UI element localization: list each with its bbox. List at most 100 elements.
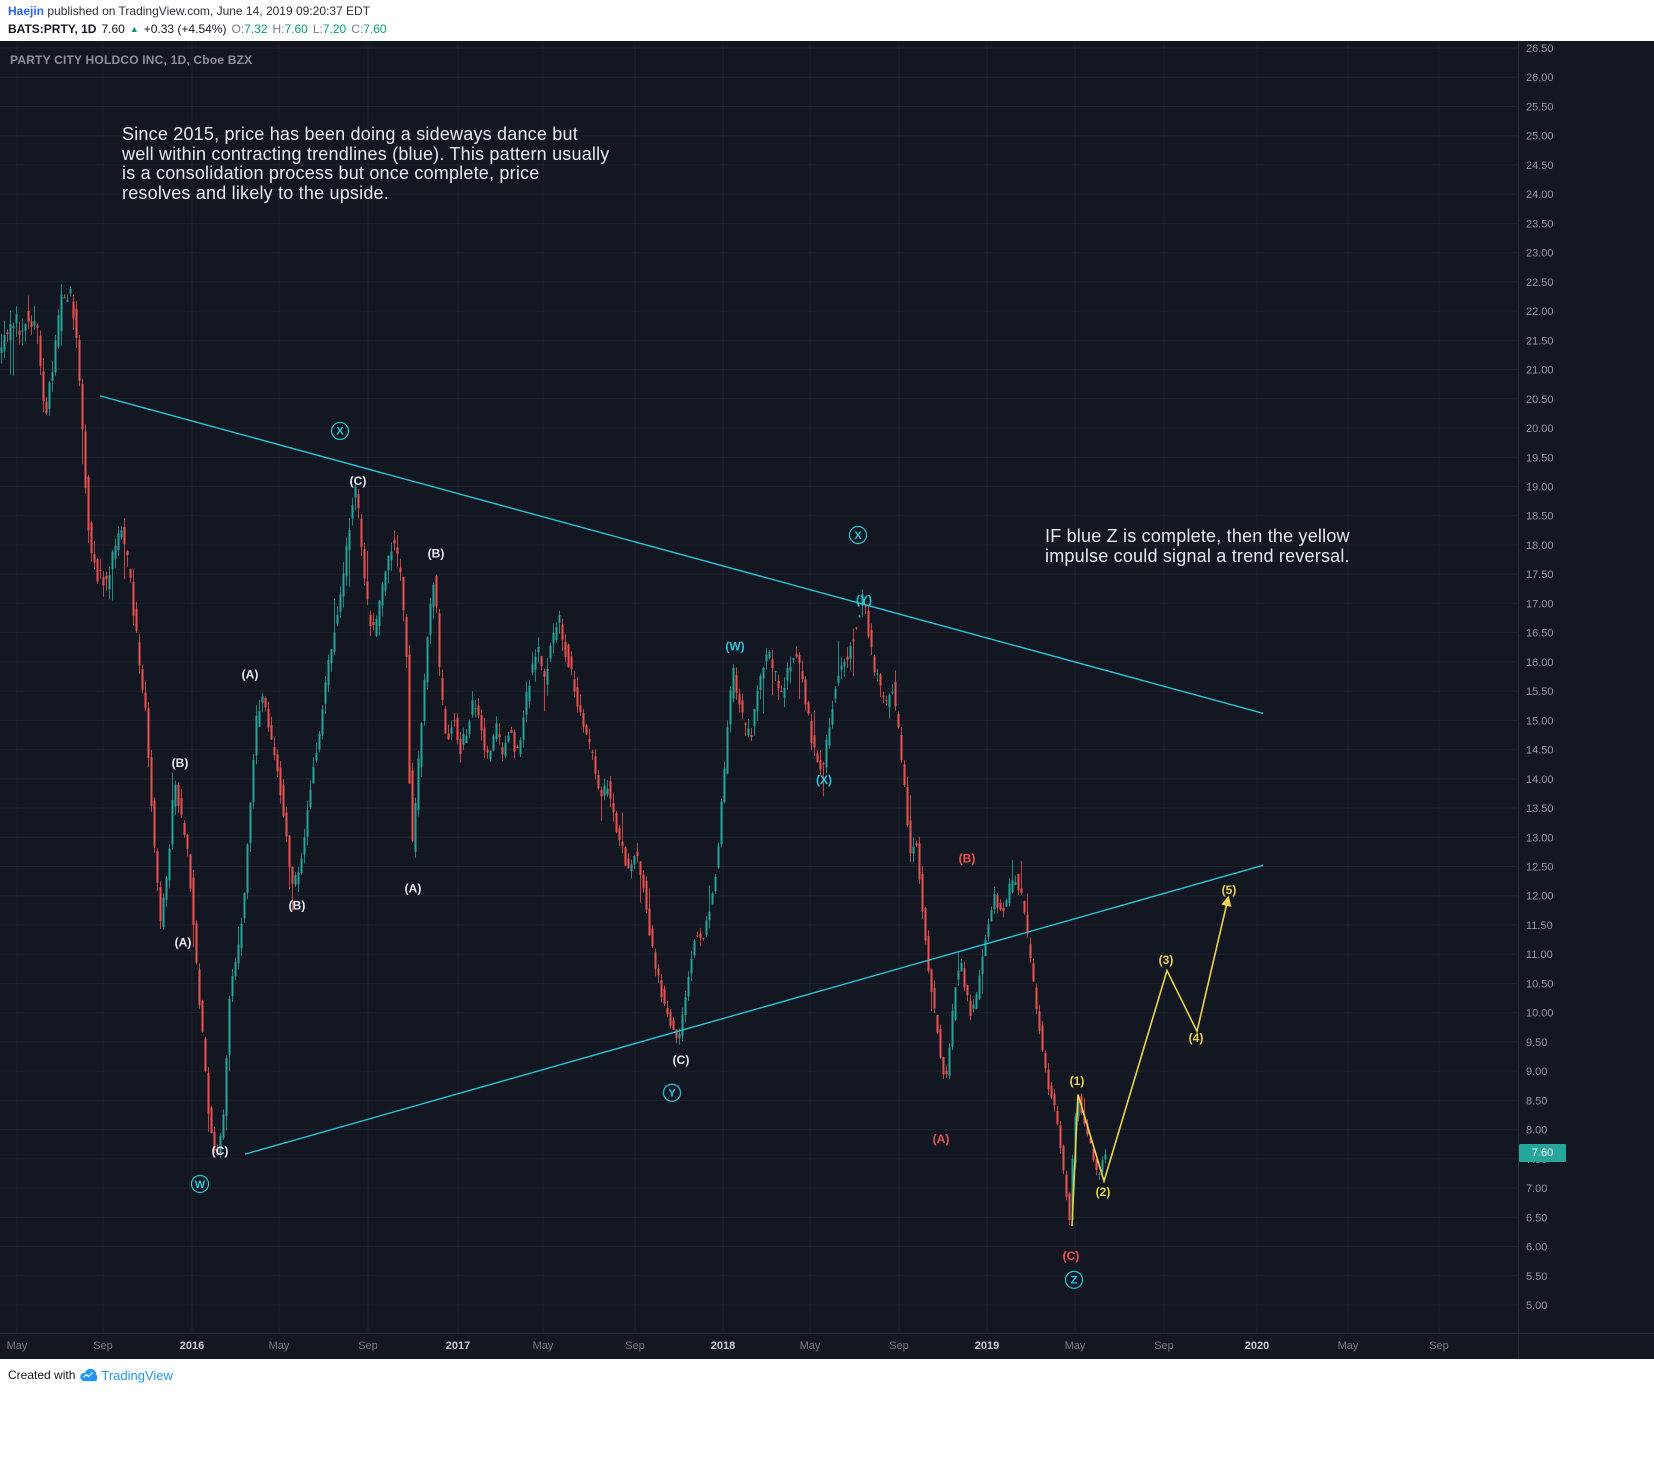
up-triangle-icon: ▲ xyxy=(129,24,139,34)
price-axis-label: 15.50 xyxy=(1526,686,1554,698)
price-axis-label: 13.00 xyxy=(1526,832,1554,844)
time-axis-label: 2018 xyxy=(711,1340,735,1352)
chart-canvas[interactable]: (A) (B) (C) (A) (B) (C) (A) (B) (C) W X Y X Z (W) (X) (Y… xyxy=(0,41,1654,1359)
time-axis-label: May xyxy=(7,1340,28,1352)
time-axis-label: Sep xyxy=(889,1340,909,1352)
trendlines[interactable] xyxy=(99,395,1264,1155)
price-axis[interactable]: 5.005.506.006.507.007.508.008.509.009.50… xyxy=(1526,43,1554,1312)
open-value: O:7.32 xyxy=(231,22,268,36)
tradingview-link[interactable]: TradingView xyxy=(80,1368,173,1383)
price-axis-label: 20.50 xyxy=(1526,394,1554,406)
price-axis-label: 12.50 xyxy=(1526,862,1554,874)
wave-label: (2) xyxy=(1096,1185,1111,1199)
price-axis-label: 19.00 xyxy=(1526,481,1554,493)
change-text: +0.33 (+4.54%) xyxy=(143,22,227,36)
wave-label: (A) xyxy=(175,936,192,950)
price-axis-label: 7.00 xyxy=(1526,1183,1547,1195)
wave-label: X xyxy=(854,530,862,542)
price-axis-label: 6.50 xyxy=(1526,1212,1547,1224)
wave-label: (C) xyxy=(1063,1249,1080,1263)
time-axis-label: 2019 xyxy=(975,1340,999,1352)
price-axis-label: 9.50 xyxy=(1526,1037,1547,1049)
time-axis-label: 2016 xyxy=(180,1340,204,1352)
publication-byline: Haejin published on TradingView.com, Jun… xyxy=(8,3,1654,20)
price-axis-label: 14.00 xyxy=(1526,774,1554,786)
price-axis-label: 8.00 xyxy=(1526,1125,1547,1137)
wave-label: (X) xyxy=(816,773,832,787)
price-axis-label: 16.00 xyxy=(1526,657,1554,669)
price-axis-label: 5.50 xyxy=(1526,1271,1547,1283)
wave-label: (A) xyxy=(242,668,259,682)
price-axis-label: 24.00 xyxy=(1526,189,1554,201)
price-axis-label: 23.50 xyxy=(1526,218,1554,230)
wave-label: (A) xyxy=(933,1132,950,1146)
symbol-status-line: BATS:PRTY, 1D 7.60 ▲ +0.33 (+4.54%) O:7.… xyxy=(8,20,1654,38)
price-axis-label: 22.00 xyxy=(1526,306,1554,318)
price-axis-label: 10.50 xyxy=(1526,978,1554,990)
time-axis-label: May xyxy=(269,1340,290,1352)
wave-label: (C) xyxy=(350,474,367,488)
price-axis-label: 23.00 xyxy=(1526,248,1554,260)
time-axis-label: 2020 xyxy=(1245,1340,1269,1352)
created-with-text: Created with xyxy=(8,1368,76,1382)
tradingview-wordmark: TradingView xyxy=(101,1367,173,1383)
annotation-consolidation[interactable]: Since 2015, price has been doing a sidew… xyxy=(122,124,610,203)
author-link[interactable]: Haejin xyxy=(8,4,45,18)
price-axis-label: 17.00 xyxy=(1526,598,1554,610)
wave-label: Z xyxy=(1071,1275,1078,1287)
wave-label-circled xyxy=(848,525,868,545)
wave-label: (5) xyxy=(1222,883,1237,897)
grid xyxy=(0,41,1518,1333)
price-axis-label: 8.50 xyxy=(1526,1095,1547,1107)
price-axis-label: 11.00 xyxy=(1526,949,1553,961)
price-axis-label: 15.00 xyxy=(1526,715,1554,727)
price-axis-label: 14.50 xyxy=(1526,745,1554,757)
time-axis-label: May xyxy=(533,1340,554,1352)
time-axis[interactable]: May Sep 2016 May Sep 2017 May Sep 2018 May Sep 2019… xyxy=(7,1340,1449,1352)
price-axis-label: 19.50 xyxy=(1526,452,1554,464)
price-axis-label: 26.50 xyxy=(1526,43,1554,55)
last-price-badge: 7.60 xyxy=(1519,1143,1566,1162)
chart-title: PARTY CITY HOLDCO INC, 1D, Cboe BZX xyxy=(10,53,253,67)
price-axis-label: 13.50 xyxy=(1526,803,1554,815)
wave-label: (1) xyxy=(1070,1074,1085,1088)
time-axis-label: Sep xyxy=(625,1340,645,1352)
impulse-projection[interactable] xyxy=(1071,895,1232,1227)
wave-label: (A) xyxy=(405,882,422,896)
wave-label: W xyxy=(195,1179,206,1191)
wave-label: X xyxy=(336,426,344,438)
time-axis-label: Sep xyxy=(1429,1340,1449,1352)
price-axis-label: 25.50 xyxy=(1526,101,1554,113)
wave-label: Y xyxy=(668,1088,676,1100)
wave-label-circled xyxy=(190,1174,210,1194)
wave-label: (W) xyxy=(725,640,744,654)
price-axis-label: 26.00 xyxy=(1526,72,1554,84)
time-axis-label: Sep xyxy=(1154,1340,1174,1352)
publication-header: Haejin published on TradingView.com, Jun… xyxy=(0,0,1654,41)
time-axis-label: 2017 xyxy=(446,1340,470,1352)
wave-label: (B) xyxy=(289,899,306,913)
price-axis-label: 25.00 xyxy=(1526,131,1554,143)
price-axis-label: 10.00 xyxy=(1526,1008,1554,1020)
tradingview-logo-icon xyxy=(80,1368,98,1381)
price-axis-label: 9.00 xyxy=(1526,1066,1547,1078)
wave-label: (Y) xyxy=(856,593,872,607)
price-axis-label: 17.50 xyxy=(1526,569,1554,581)
price-axis-label: 6.00 xyxy=(1526,1242,1547,1254)
site-footer: Created with TradingView xyxy=(0,1359,1654,1473)
price-axis-label: 16.50 xyxy=(1526,628,1554,640)
wave-label: (C) xyxy=(212,1144,229,1158)
wave-label: (C) xyxy=(673,1053,690,1067)
price-axis-label: 5.00 xyxy=(1526,1300,1547,1312)
wave-label: (B) xyxy=(172,756,189,770)
price-axis-label: 22.50 xyxy=(1526,277,1554,289)
wave-label-circled xyxy=(330,421,350,441)
candles-layer[interactable] xyxy=(0,284,1107,1226)
price-axis-label: 12.00 xyxy=(1526,891,1554,903)
time-axis-label: Sep xyxy=(93,1340,113,1352)
chart-region[interactable]: (A) (B) (C) (A) (B) (C) (A) (B) (C) W X Y X Z (W) (X) (Y… xyxy=(0,41,1654,1359)
price-axis-label: 20.00 xyxy=(1526,423,1554,435)
wave-labels[interactable]: (A) (B) (C) (A) (B) (C) (A) (B) (C) W X Y X Z (W) (X) (Y… xyxy=(172,421,1237,1289)
symbol-interval-label: BATS:PRTY, 1D xyxy=(8,22,97,36)
annotation-reversal[interactable]: IF blue Z is complete, then the yellow i… xyxy=(1045,526,1350,566)
